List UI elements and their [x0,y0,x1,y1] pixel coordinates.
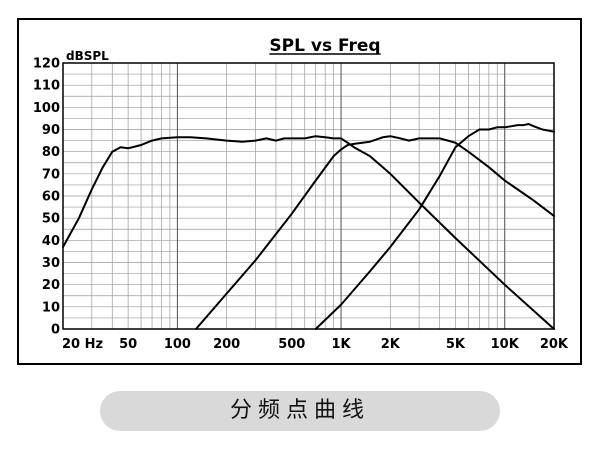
y-tick-label: 110 [33,79,60,94]
x-tick-label: 2K [381,337,401,352]
y-tick-label: 120 [33,57,60,72]
x-tick-label: 20 Hz [62,337,103,352]
x-tick-label: 20K [540,337,569,352]
y-tick-label: 40 [42,234,60,249]
y-tick-label: 10 [42,300,60,315]
x-tick-label: 100 [164,337,191,352]
y-tick-label: 100 [33,101,60,116]
caption-banner: 分频点曲线 [100,391,500,431]
series-line-3 [314,123,555,330]
x-tick-label: 10K [491,337,520,352]
y-tick-label: 80 [42,145,60,160]
y-tick-label: 50 [42,212,60,227]
spl-chart: SPL vs Freq dBSPL 0 10 20 30 40 50 60 70 80 90 100… [33,36,569,352]
y-tick-label: 20 [42,278,60,293]
y-tick-label: 30 [42,256,60,271]
minor-gridlines [62,62,555,330]
x-tick-label: 50 [119,337,137,352]
y-tick-label: 70 [42,167,60,182]
chart-frame: SPL vs Freq dBSPL 0 10 20 30 40 50 60 70 80 90 100… [17,18,582,365]
x-tick-label: 500 [278,337,305,352]
y-tick-label: 0 [51,323,60,338]
x-tick-label: 5K [446,337,466,352]
plot-border [62,62,555,330]
x-tick-label: 200 [213,337,240,352]
y-tick-labels: 0 10 20 30 40 50 60 70 80 90 100 110 120 [33,57,60,338]
chart-title: SPL vs Freq [269,36,380,56]
series-line-1 [62,135,555,330]
series-line-2 [195,135,555,330]
y-tick-label: 60 [42,190,60,205]
y-axis-unit-label: dBSPL [66,49,109,63]
series-layer [62,123,555,330]
x-tick-labels: 20 Hz 50 100 200 500 1K 2K 5K 10K 20K [62,337,569,352]
y-tick-label: 90 [42,123,60,138]
x-tick-label: 1K [332,337,352,352]
